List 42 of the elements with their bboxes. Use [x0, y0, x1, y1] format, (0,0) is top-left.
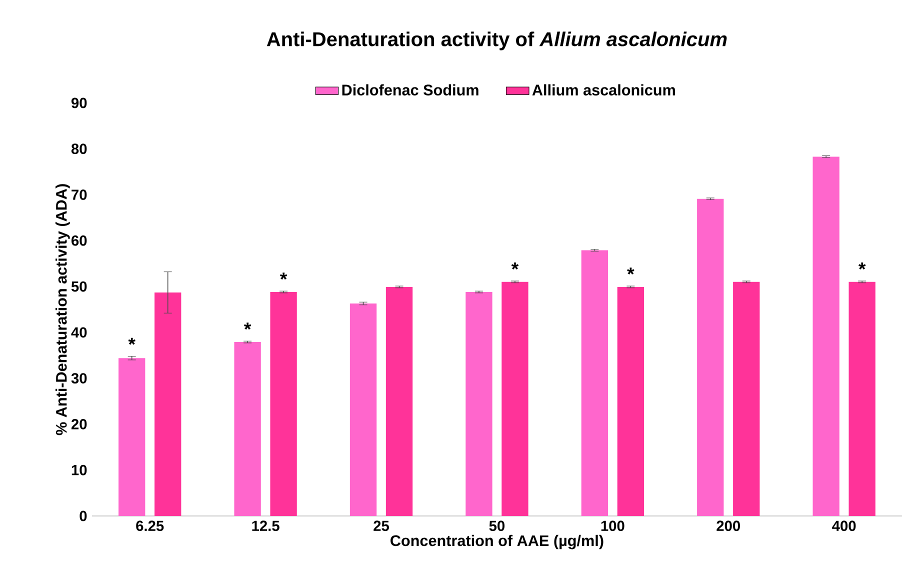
annotation: * [280, 272, 288, 280]
annotation: * [627, 268, 634, 275]
y-tick-label: 70 [72, 190, 87, 200]
bar [697, 198, 724, 516]
bar [502, 282, 528, 516]
y-tick-label: 20 [71, 419, 87, 430]
bar [812, 156, 840, 516]
annotation: * [244, 322, 252, 330]
legend-label: Diclofenac Sodium [342, 84, 478, 96]
annotation: * [858, 262, 866, 270]
y-tick-label: 50 [71, 281, 87, 292]
x-tick-label: 50 [489, 520, 505, 532]
y-axis-title: % Anti-Denaturation activity (ADA) [56, 184, 70, 436]
y-tick-label: 10 [72, 464, 87, 476]
x-tick-label: 100 [601, 520, 624, 532]
bar [466, 292, 492, 516]
bar [733, 282, 760, 516]
bar [848, 282, 876, 516]
x-axis-title: Concentration of AAE (µg/ml) [390, 534, 604, 550]
legend-label: Allium ascalonicum [532, 84, 675, 96]
annotation: * [128, 338, 136, 345]
bar [617, 286, 644, 516]
x-tick-label: 25 [374, 520, 389, 532]
bar [154, 292, 182, 516]
x-tick-label: 400 [832, 520, 856, 532]
y-tick-label: 40 [71, 327, 87, 338]
x-tick-label: 200 [716, 520, 740, 532]
bar [581, 250, 608, 516]
bar [270, 292, 297, 516]
bar [234, 342, 261, 516]
bar [118, 358, 146, 516]
y-tick-label: 80 [71, 144, 87, 154]
y-tick-label: 0 [80, 510, 87, 522]
bar [350, 303, 377, 516]
y-tick-label: 90 [71, 98, 87, 108]
x-tick-label: 6.25 [136, 520, 164, 532]
bar [386, 286, 413, 516]
y-tick-label: 30 [71, 373, 87, 384]
chart-title: Anti-Denaturation activity of Allium ascalonicum [266, 32, 727, 50]
x-tick-label: 12.5 [252, 520, 280, 532]
y-tick-label: 60 [72, 235, 87, 246]
annotation: * [511, 262, 519, 270]
